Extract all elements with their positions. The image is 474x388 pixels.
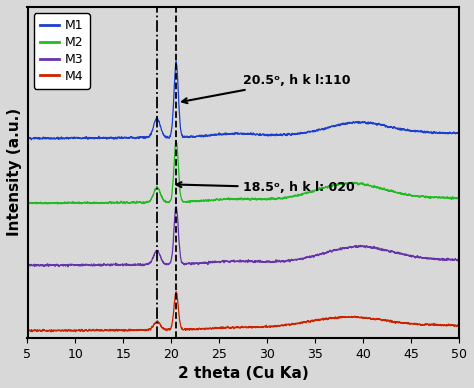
X-axis label: 2 theta (Cu Ka): 2 theta (Cu Ka) [178,366,309,381]
Text: 18.5ᵒ, h k l: 020: 18.5ᵒ, h k l: 020 [176,181,355,194]
Legend: M1, M2, M3, M4: M1, M2, M3, M4 [34,13,90,89]
Text: 20.5ᵒ, h k l:110: 20.5ᵒ, h k l:110 [182,74,351,103]
Y-axis label: Intensity (a.u.): Intensity (a.u.) [7,108,22,236]
